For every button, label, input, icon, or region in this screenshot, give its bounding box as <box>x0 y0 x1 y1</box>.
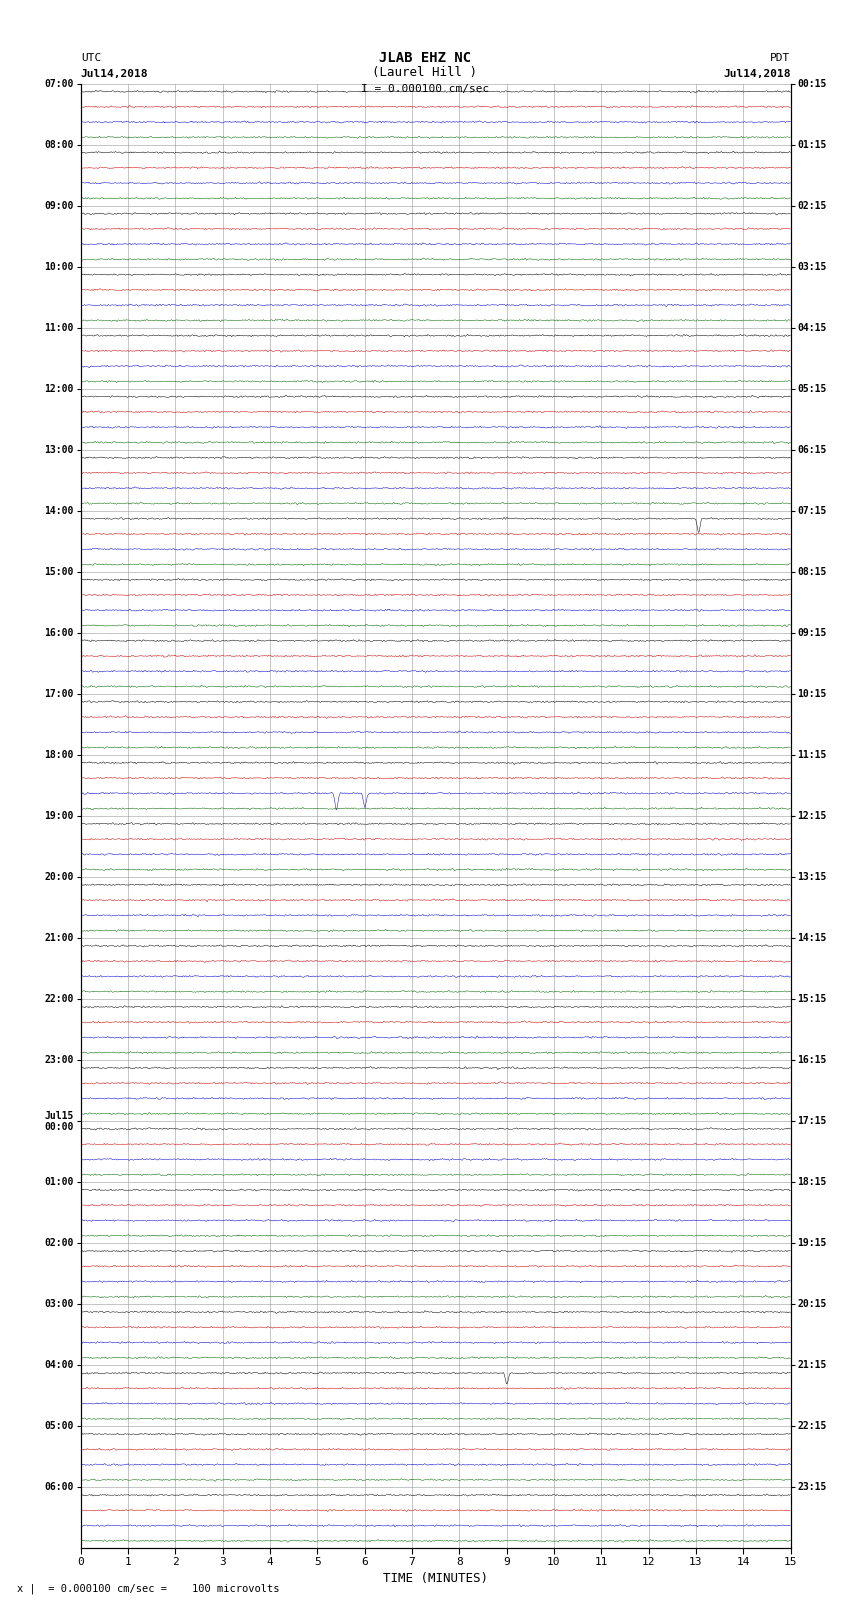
Text: x |  = 0.000100 cm/sec =    100 microvolts: x | = 0.000100 cm/sec = 100 microvolts <box>17 1584 280 1594</box>
Text: (Laurel Hill ): (Laurel Hill ) <box>372 66 478 79</box>
Text: I = 0.000100 cm/sec: I = 0.000100 cm/sec <box>361 84 489 94</box>
Text: Jul14,2018: Jul14,2018 <box>81 69 148 79</box>
Text: JLAB EHZ NC: JLAB EHZ NC <box>379 50 471 65</box>
Text: PDT: PDT <box>770 53 790 63</box>
Text: UTC: UTC <box>81 53 101 63</box>
X-axis label: TIME (MINUTES): TIME (MINUTES) <box>383 1573 488 1586</box>
Text: Jul14,2018: Jul14,2018 <box>723 69 791 79</box>
